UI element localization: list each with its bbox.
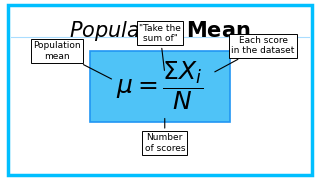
FancyBboxPatch shape bbox=[8, 5, 312, 175]
Text: $\mu = \dfrac{\Sigma X_i}{N}$: $\mu = \dfrac{\Sigma X_i}{N}$ bbox=[116, 60, 204, 112]
Text: Population
mean: Population mean bbox=[33, 41, 112, 79]
Text: Each score
in the dataset: Each score in the dataset bbox=[215, 36, 295, 72]
Text: Number
of scores: Number of scores bbox=[145, 118, 185, 153]
Text: "Take the
sum of": "Take the sum of" bbox=[139, 24, 181, 70]
FancyBboxPatch shape bbox=[90, 51, 230, 122]
Text: $\bf{\it{Population}}$$\bf{\ Mean}$: $\bf{\it{Population}}$$\bf{\ Mean}$ bbox=[69, 19, 251, 43]
